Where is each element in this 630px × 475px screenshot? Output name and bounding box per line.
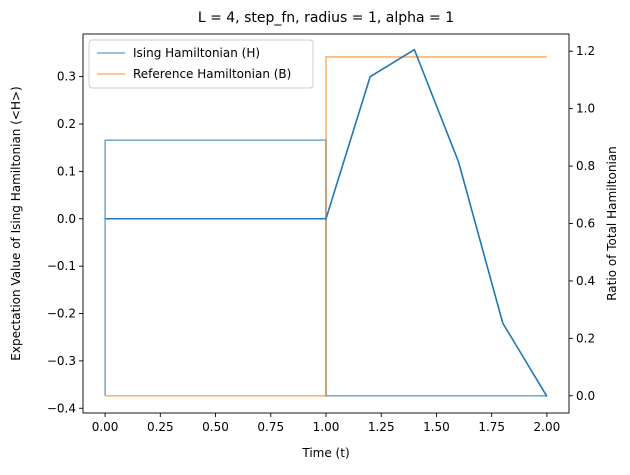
- x-tick-label: 2.00: [534, 420, 561, 434]
- legend-box: [88, 39, 314, 89]
- plot-area: [104, 48, 548, 397]
- right-y-tick-label: 1.0: [576, 102, 595, 116]
- x-tick-label: 0.00: [92, 420, 119, 434]
- right-y-tick-label: 0.6: [576, 217, 595, 231]
- series-line-2: [105, 56, 547, 397]
- axes: 0.00 0.25 0.50 0.75 1.00 1.25 1.50 1.75 2.00 −0.4…: [47, 33, 595, 434]
- legend-label-1: Ising Hamiltonian (H): [133, 46, 260, 60]
- right-y-tick-label: 0.2: [576, 331, 595, 345]
- left-y-tick-label: 0.2: [57, 117, 76, 131]
- left-y-tick-label: −0.4: [47, 401, 76, 415]
- chart-title: L = 4, step_fn, radius = 1, alpha = 1: [198, 10, 454, 26]
- right-y-tick-label: 0.4: [576, 274, 595, 288]
- left-y-tick-label: 0.1: [57, 164, 76, 178]
- x-tick-label: 0.25: [147, 420, 174, 434]
- left-y-tick-label: 0.0: [57, 212, 76, 226]
- x-tick-label: 1.25: [368, 420, 395, 434]
- x-axis-label: Time (t): [301, 446, 349, 460]
- right-y-axis-label: Ratio of Total Hamiltonian: [605, 146, 619, 301]
- left-y-axis-label: Expectation Value of Ising Hamiltonian (…: [9, 86, 23, 360]
- x-tick-label: 0.75: [257, 420, 284, 434]
- left-y-tick-label: −0.3: [47, 354, 76, 368]
- series-line-3: [105, 48, 548, 397]
- x-tick-label: 0.50: [202, 420, 229, 434]
- left-y-tick-label: 0.3: [57, 70, 76, 84]
- x-tick-label: 1.75: [478, 420, 505, 434]
- right-y-tick-label: 0.8: [576, 159, 595, 173]
- legend-label-2: Reference Hamiltonian (B): [133, 67, 291, 81]
- x-tick-label: 1.00: [313, 420, 340, 434]
- x-tick-label: 1.50: [423, 420, 450, 434]
- left-y-tick-label: −0.1: [47, 259, 76, 273]
- right-y-tick-label: 1.2: [576, 44, 595, 58]
- legend: Ising Hamiltonian (H) Reference Hamiltoni…: [88, 39, 314, 89]
- right-y-tick-label: 0.0: [576, 389, 595, 403]
- left-y-tick-label: −0.2: [47, 307, 76, 321]
